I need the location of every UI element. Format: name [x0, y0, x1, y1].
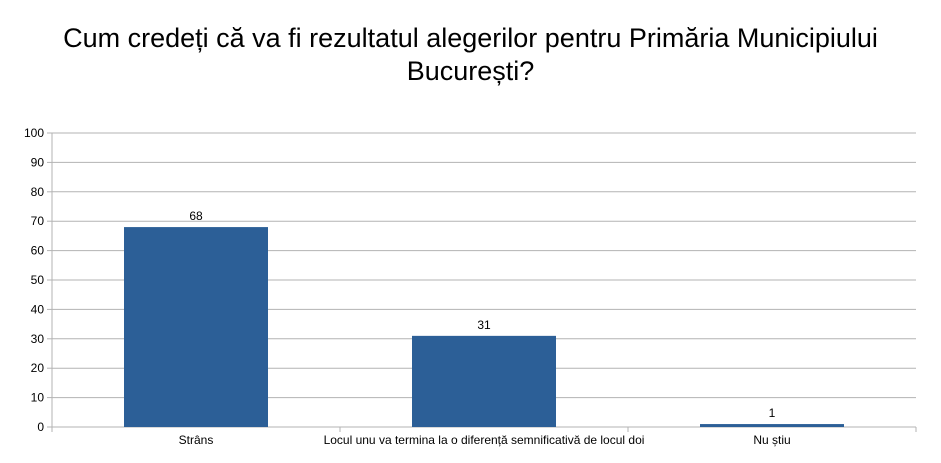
y-tick-label: 20 — [31, 361, 45, 375]
bar — [700, 424, 844, 427]
category-label: Locul unu va termina la o diferență semn… — [324, 433, 645, 447]
data-label: 31 — [477, 318, 491, 332]
category-label: Strâns — [179, 433, 214, 447]
data-label: 68 — [189, 209, 203, 223]
y-tick-label: 40 — [31, 302, 45, 316]
y-tick-label: 50 — [31, 273, 45, 287]
y-tick-label: 30 — [31, 332, 45, 346]
y-tick-label: 80 — [31, 185, 45, 199]
data-label: 1 — [769, 406, 776, 420]
y-tick-label: 60 — [31, 244, 45, 258]
bar — [412, 335, 556, 427]
category-label: Nu știu — [753, 433, 790, 447]
y-tick-label: 10 — [31, 391, 45, 405]
y-tick-label: 70 — [31, 214, 45, 228]
y-tick-label: 90 — [31, 155, 45, 169]
bar — [124, 227, 268, 427]
chart-title: Cum credeți că va fi rezultatul alegeril… — [63, 23, 878, 86]
y-tick-label: 100 — [24, 126, 44, 140]
y-tick-label: 0 — [37, 420, 44, 434]
